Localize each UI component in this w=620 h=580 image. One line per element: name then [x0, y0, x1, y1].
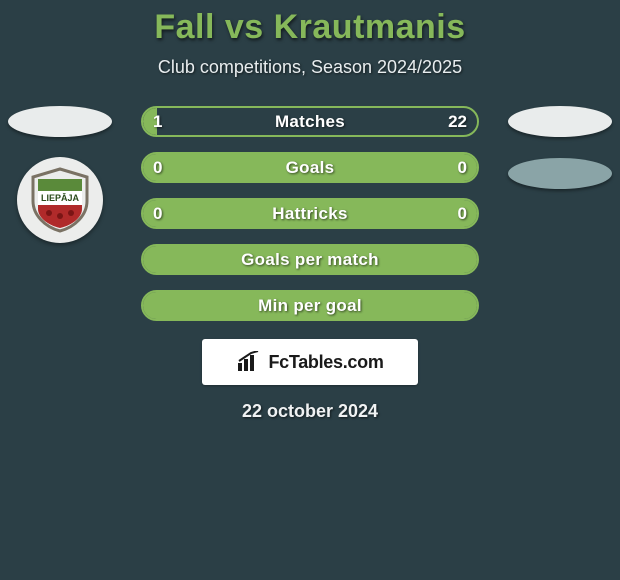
stat-label: Goals: [143, 154, 477, 181]
stat-right-value: 0: [458, 154, 467, 181]
right-player-column: [505, 106, 615, 189]
stat-label: Matches: [143, 108, 477, 135]
stat-label: Min per goal: [143, 292, 477, 319]
stat-bar-min-per-goal: Min per goal: [141, 290, 479, 321]
shield-icon: LIEPĀJA: [25, 165, 95, 235]
right-player-badge: [508, 106, 612, 137]
club-logo-text: LIEPĀJA: [41, 193, 80, 203]
stat-right-value: 22: [448, 108, 467, 135]
stat-bar-matches: 1 Matches 22: [141, 106, 479, 137]
brand-link[interactable]: FcTables.com: [202, 339, 418, 385]
page-title: Fall vs Krautmanis: [0, 0, 620, 47]
left-player-column: LIEPĀJA: [5, 106, 115, 243]
right-club-badge: [508, 158, 612, 189]
brand-text: FcTables.com: [268, 352, 383, 373]
comparison-widget: Fall vs Krautmanis Club competitions, Se…: [0, 0, 620, 445]
body-area: LIEPĀJA 1 Matches 22 0: [0, 106, 620, 422]
left-player-badge: [8, 106, 112, 137]
stat-bar-goals: 0 Goals 0: [141, 152, 479, 183]
stat-bars: 1 Matches 22 0 Goals 0 0 Hattricks 0 Goa…: [141, 106, 479, 321]
left-club-logo: LIEPĀJA: [17, 157, 103, 243]
stat-bar-hattricks: 0 Hattricks 0: [141, 198, 479, 229]
stat-bar-goals-per-match: Goals per match: [141, 244, 479, 275]
stat-right-value: 0: [458, 200, 467, 227]
stat-label: Goals per match: [143, 246, 477, 273]
footer-date: 22 october 2024: [0, 401, 620, 422]
chart-icon: [236, 351, 262, 373]
stat-label: Hattricks: [143, 200, 477, 227]
subtitle: Club competitions, Season 2024/2025: [0, 57, 620, 78]
